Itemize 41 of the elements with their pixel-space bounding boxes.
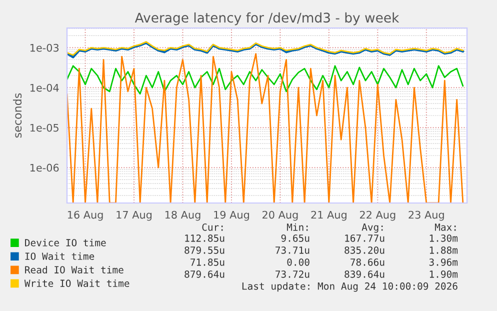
text: 1.90m	[430, 270, 458, 278]
text: 73.71u	[276, 246, 310, 254]
y-tick-label: 1e-04	[30, 84, 59, 92]
text: Avg:	[362, 224, 383, 233]
x-tick-label: 17 Aug	[116, 210, 152, 221]
y-axis-title: seconds	[13, 93, 22, 138]
text: 71.85u	[190, 258, 224, 266]
legend-label: Write IO Wait time	[24, 279, 130, 288]
x-tick-label: 18 Aug	[165, 210, 200, 221]
y-tick-label: 1e-06	[30, 164, 59, 172]
y-tick-label: 1e-03	[30, 44, 59, 52]
chart-title: Average latency for /dev/md3 - by week	[134, 12, 400, 26]
x-tick-label: 16 Aug	[68, 210, 103, 221]
text: Min:	[286, 223, 308, 231]
text: 3.96m	[429, 258, 458, 266]
x-tick-label: 22 Aug	[360, 210, 396, 221]
x-tick-label: 20 Aug	[262, 210, 298, 221]
line-series	[67, 53, 464, 203]
x-tick-label: 19 Aug	[214, 210, 249, 221]
y-tick-label: 1e-05	[30, 124, 58, 132]
x-tick-label: 21 Aug	[311, 210, 346, 221]
text: 112.85u	[185, 234, 224, 242]
text: 835.20u	[344, 246, 384, 254]
text: 9.65u	[281, 234, 310, 242]
text: 73.72u	[276, 270, 310, 278]
line-series	[67, 65, 464, 95]
legend-label: Device IO time	[25, 238, 106, 246]
text: 1.88m	[430, 246, 458, 254]
text: 879.55u	[184, 246, 224, 254]
legend-label: Read IO Wait time	[25, 266, 124, 274]
text: 167.77u	[345, 234, 384, 242]
text: 1.30m	[430, 234, 458, 242]
text: Cur:	[202, 223, 223, 231]
text: 0.00	[287, 258, 310, 266]
legend-label: IO Wait time	[25, 252, 94, 260]
text: 879.64u	[184, 270, 224, 278]
text: Max:	[434, 224, 456, 231]
x-tick-label: 23 Aug	[408, 210, 444, 221]
text: 78.66u	[350, 258, 384, 266]
text: Last update: Mon Aug 24 10:00:09 2026	[242, 282, 458, 292]
text: 839.64u	[344, 270, 384, 278]
